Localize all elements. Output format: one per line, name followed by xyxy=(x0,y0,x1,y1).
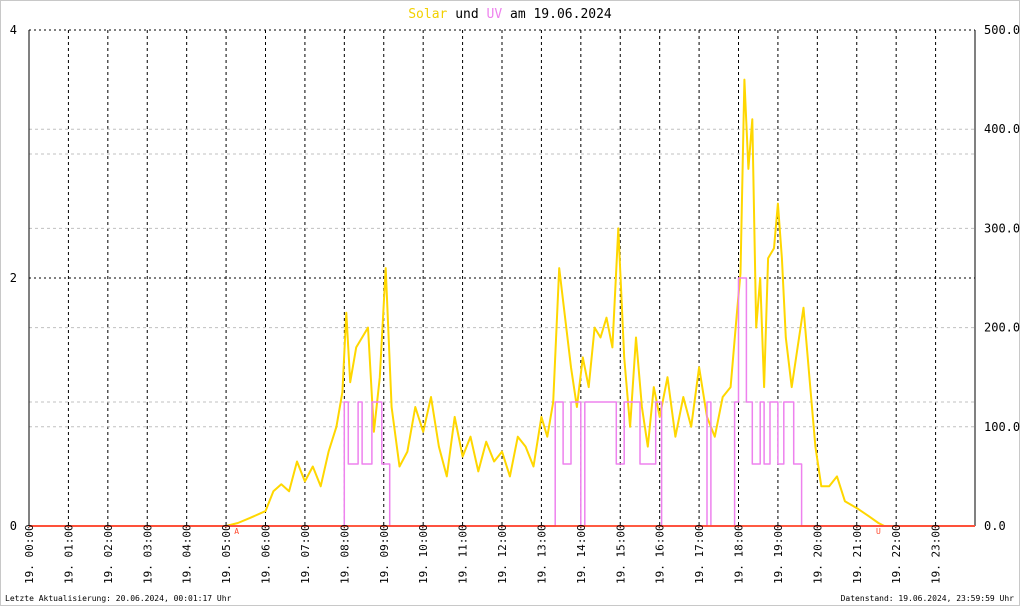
x-tick-label: 19. 10:00 xyxy=(417,524,430,584)
x-tick-label: 19. 19:00 xyxy=(772,524,785,584)
x-tick-label: 19. 23:00 xyxy=(930,524,943,584)
x-tick-label: 19. 08:00 xyxy=(338,524,351,584)
title-uv: UV xyxy=(487,7,503,22)
y-right-tick-label: 200.0 xyxy=(984,321,1020,335)
sunset-marker: U xyxy=(876,527,881,536)
x-tick-label: 19. 07:00 xyxy=(299,524,312,584)
x-tick-label: 19. 22:00 xyxy=(890,524,903,584)
series-uv-line xyxy=(29,277,975,527)
y-left-tick-label: 4 xyxy=(10,23,17,37)
y-right-tick-label: 0.0 xyxy=(984,519,1006,533)
x-tick-label: 19. 18:00 xyxy=(733,524,746,584)
x-tick-label: 19. 02:00 xyxy=(102,524,115,584)
x-tick-label: 19. 20:00 xyxy=(811,524,824,584)
x-tick-label: 19. 03:00 xyxy=(141,524,154,584)
y-left-tick-label: 0 xyxy=(10,519,17,533)
x-tick-label: 19. 04:00 xyxy=(181,524,194,584)
title-und: und xyxy=(447,7,486,22)
x-tick-label: 19. 00:00 xyxy=(23,524,36,584)
last-update-text: Letzte Aktualisierung: 20.06.2024, 00:01… xyxy=(5,594,232,603)
x-tick-label: 19. 12:00 xyxy=(496,524,509,584)
x-tick-label: 19. 06:00 xyxy=(260,524,273,584)
x-tick-label: 19. 14:00 xyxy=(575,524,588,584)
x-tick-label: 19. 11:00 xyxy=(457,524,470,584)
title-solar: Solar xyxy=(408,7,447,22)
series-solar-line xyxy=(29,78,975,527)
x-tick-label: 19. 15:00 xyxy=(614,524,627,584)
y-left-tick-label: 2 xyxy=(10,271,17,285)
grid-lines xyxy=(29,29,975,526)
y-right-tick-label: 400.0 xyxy=(984,122,1020,136)
x-tick-label: 19. 13:00 xyxy=(535,524,548,584)
series-layer xyxy=(29,78,975,527)
sunrise-marker: A xyxy=(234,527,239,536)
x-tick-label: 19. 17:00 xyxy=(693,524,706,584)
data-status-text: Datenstand: 19.06.2024, 23:59:59 Uhr xyxy=(840,594,1014,603)
x-tick-label: 19. 21:00 xyxy=(851,524,864,584)
title-date: am 19.06.2024 xyxy=(502,7,612,22)
y-right-tick-label: 300.0 xyxy=(984,221,1020,235)
x-tick-label: 19. 05:00 xyxy=(220,524,233,584)
y-right-tick-label: 100.0 xyxy=(984,420,1020,434)
chart-title: Solar und UV am 19.06.2024 xyxy=(408,7,612,22)
y-right-tick-label: 500.0 xyxy=(984,23,1020,37)
x-tick-label: 19. 09:00 xyxy=(378,524,391,584)
axes xyxy=(28,29,976,526)
tick-labels: 0 2 4 0.0 100.0 200.0 300.0 400.0 500.0 19. 00:00… xyxy=(10,23,1020,584)
x-tick-label: 19. 16:00 xyxy=(654,524,667,584)
x-tick-label: 19. 01:00 xyxy=(62,524,75,584)
